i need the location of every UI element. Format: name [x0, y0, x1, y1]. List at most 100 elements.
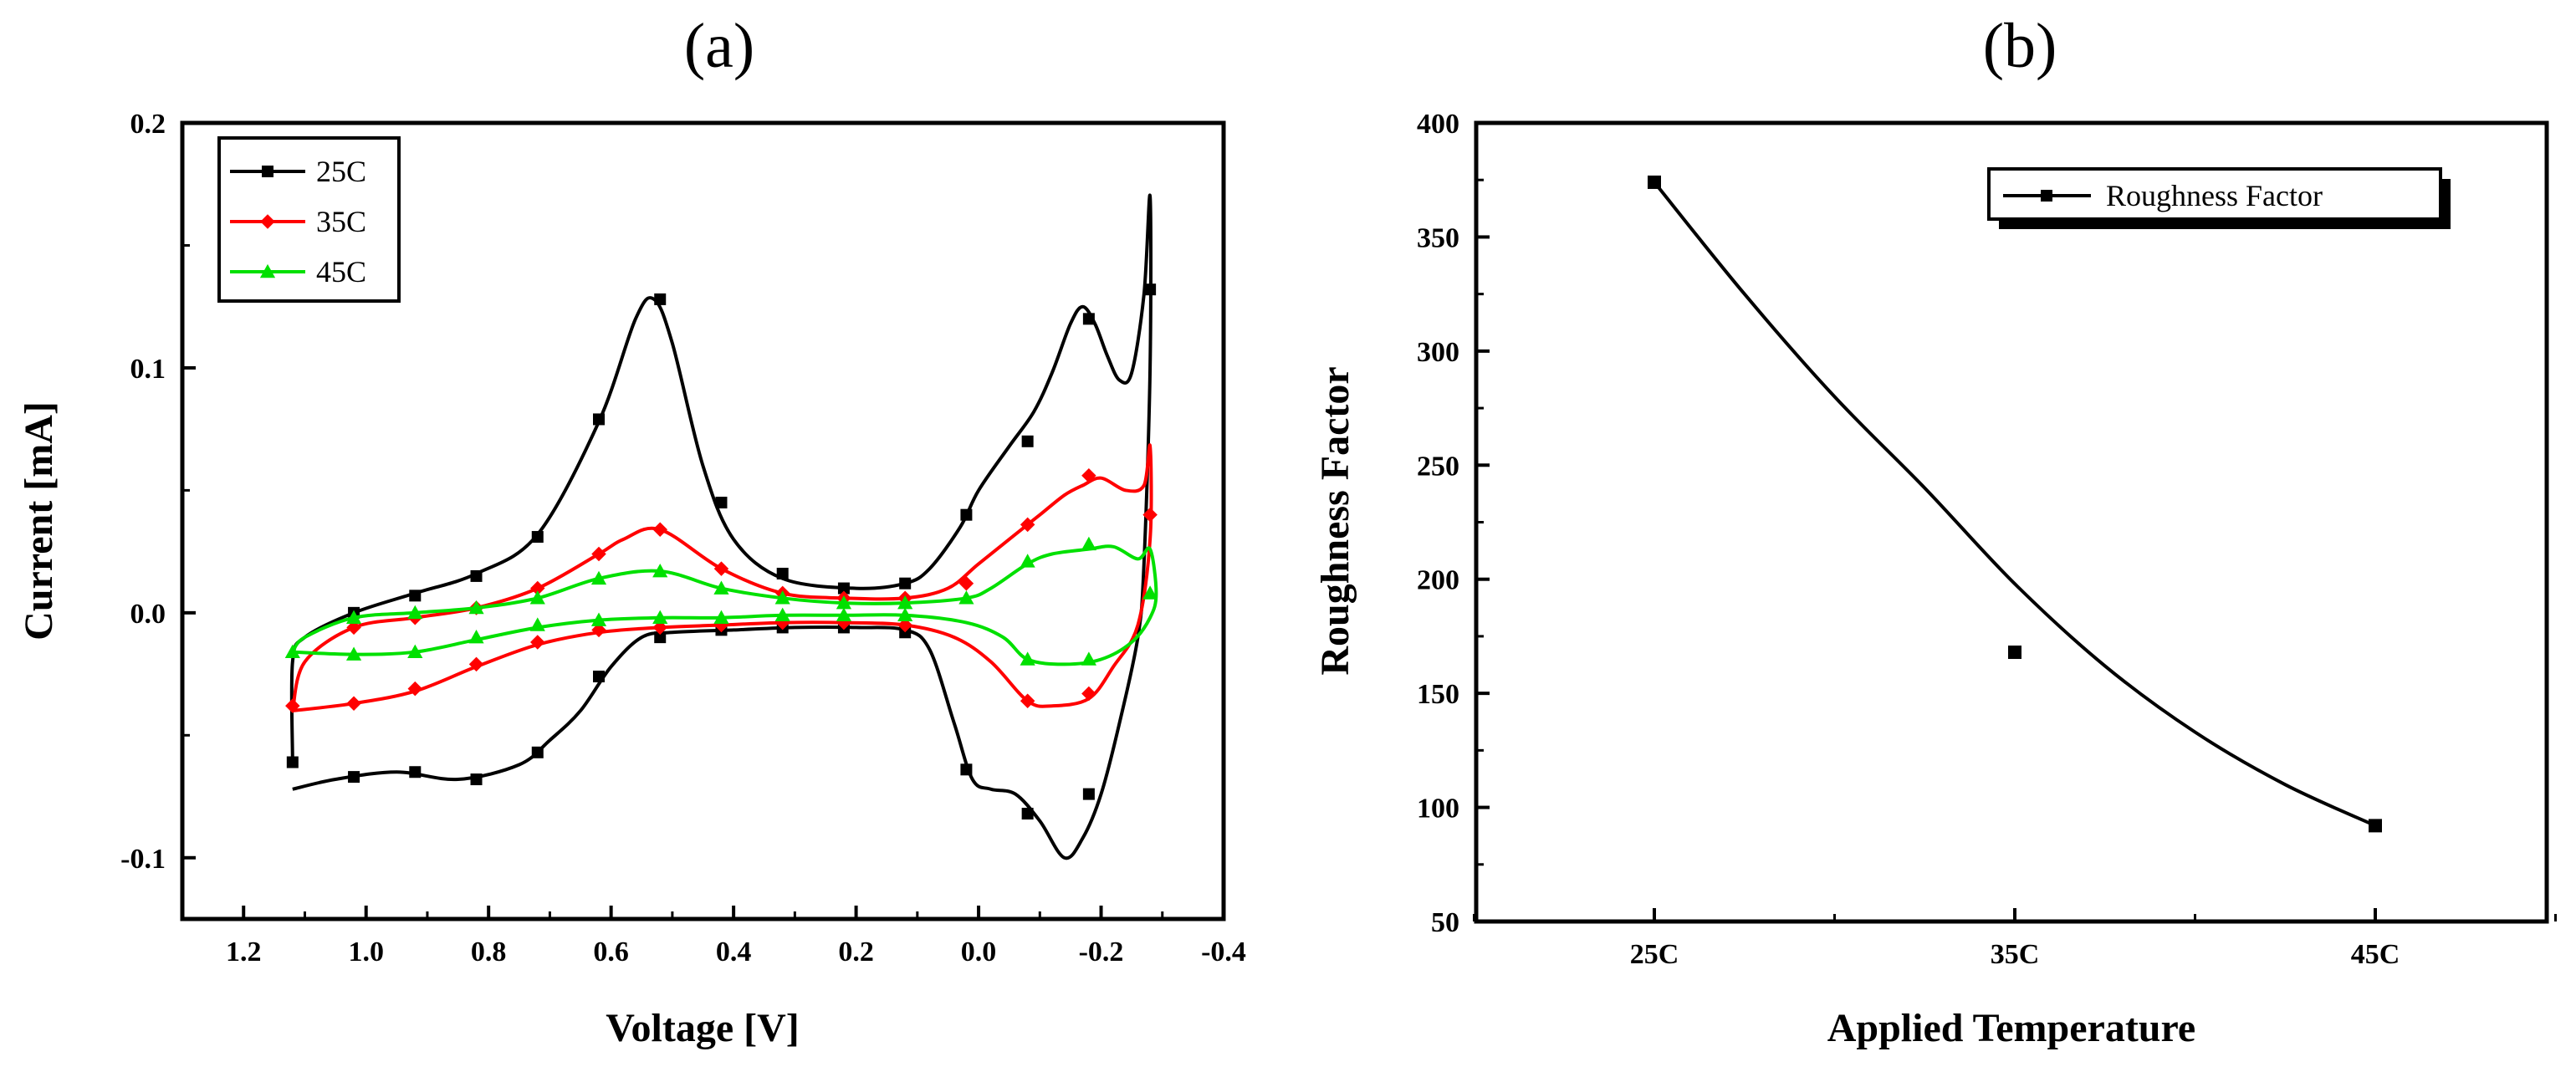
y-tick-label: 250 [1417, 451, 1459, 482]
panel-b-x-label: Applied Temperature [1827, 1006, 2195, 1050]
data-point-25C [960, 763, 973, 776]
panel-b-legend-box [1987, 167, 2442, 221]
panel-a-title: (a) [684, 11, 754, 81]
legend-label-35C: 35C [316, 205, 366, 238]
data-point-45C [713, 610, 729, 624]
y-tick-label: 150 [1417, 679, 1459, 710]
data-point-35C [2008, 646, 2021, 660]
data-point-45C [468, 630, 484, 644]
data-point-35C [1081, 686, 1096, 702]
data-point-45C [345, 610, 362, 624]
y-tick-label: 400 [1417, 109, 1459, 140]
data-point-45C [958, 590, 974, 605]
legend-marker [2041, 190, 2052, 202]
data-point-45C [468, 600, 484, 615]
legend-marker-25C [262, 166, 273, 177]
data-point-25C [1021, 435, 1034, 447]
data-point-25C [348, 771, 360, 784]
data-point-25C [654, 293, 667, 305]
data-point-45C [1020, 554, 1035, 568]
series-line-35C [290, 443, 1153, 712]
data-point-35C [468, 656, 484, 672]
data-point-45C [652, 563, 668, 578]
x-tick-label: -0.2 [1079, 937, 1124, 967]
x-tick-label: 0.0 [961, 937, 997, 967]
y-tick-label: 0.0 [130, 599, 166, 630]
panel-b-series-group [1648, 175, 2382, 833]
data-point-25C [1082, 313, 1095, 325]
data-point-35C [1142, 507, 1158, 523]
panel-a-series-group [284, 193, 1158, 860]
data-point-35C [958, 575, 974, 591]
data-point-45C [590, 612, 607, 626]
data-point-45C [529, 590, 545, 605]
data-point-45C [2369, 819, 2382, 833]
data-point-45C [284, 644, 300, 658]
data-point-35C [285, 698, 300, 713]
data-point-45C [407, 644, 423, 658]
data-point-25C [593, 413, 605, 426]
data-point-25C [593, 671, 605, 683]
data-point-45C [1081, 536, 1096, 551]
legend-marker-45C [259, 263, 276, 278]
x-tick-label: 0.8 [471, 937, 507, 967]
panel-a-y-axis: -0.1 0.0 0.1 0.2 [120, 109, 196, 875]
data-point-25C [409, 590, 422, 602]
y-tick-label: 350 [1417, 222, 1459, 253]
panel-b-legend: Roughness Factor [1987, 167, 2451, 229]
data-point-25C [531, 531, 544, 544]
data-point-45C [1142, 585, 1158, 600]
x-tick-label: 1.2 [226, 937, 262, 967]
data-point-35C [346, 696, 361, 711]
data-point-35C [530, 580, 545, 596]
y-tick-label: -0.1 [120, 844, 166, 875]
data-point-45C [345, 646, 362, 661]
data-point-45C [1020, 651, 1035, 666]
series-line-25C [289, 193, 1153, 860]
data-point-35C [652, 620, 667, 636]
data-point-35C [1020, 517, 1035, 533]
data-point-45C [590, 570, 607, 585]
data-point-45C [774, 590, 790, 605]
data-point-25C [960, 508, 973, 521]
data-point-25C [1648, 175, 1661, 189]
data-point-25C [776, 567, 789, 579]
data-point-35C [591, 546, 606, 562]
y-tick-label: 200 [1417, 565, 1459, 596]
y-tick-label: 300 [1417, 337, 1459, 368]
data-point-45C [836, 595, 852, 610]
fit-curve-roughness-factor [1653, 181, 2376, 828]
legend-label: Roughness Factor [2106, 179, 2323, 212]
x-tick-label: 0.4 [716, 937, 752, 967]
data-point-25C [1021, 808, 1034, 820]
y-tick-label: 50 [1431, 907, 1459, 938]
panel-a-legend: 25C 35C 45C [217, 136, 401, 303]
legend-label-45C: 45C [316, 255, 366, 288]
panel-b-plot: 25C 35C 45C 50 100 150 200 250 300 350 400 Roughn… [1313, 109, 2557, 1050]
data-point-45C [836, 607, 852, 622]
data-point-25C [470, 569, 483, 582]
x-tick-label: 25C [1630, 939, 1679, 970]
data-point-45C [529, 617, 545, 631]
x-tick-label: 0.2 [838, 937, 874, 967]
data-point-35C [407, 681, 423, 697]
legend-marker-35C [260, 214, 275, 229]
y-tick-label: 0.2 [130, 109, 166, 140]
data-point-35C [1081, 468, 1096, 483]
data-point-25C [409, 766, 422, 778]
data-point-25C [531, 746, 544, 758]
data-point-25C [899, 577, 912, 590]
panel-b-x-axis: 25C 35C 45C [1473, 908, 2557, 970]
data-point-25C [899, 626, 912, 639]
panel-a-x-axis: 1.2 1.0 0.8 0.6 0.4 0.2 0.0 -0.2 -0.4 [226, 906, 1246, 967]
data-point-25C [286, 756, 299, 768]
data-point-45C [407, 605, 423, 620]
x-tick-label: 45C [2351, 939, 2400, 970]
x-tick-label: 0.6 [593, 937, 629, 967]
panel-a-x-label: Voltage [V] [606, 1006, 800, 1050]
data-point-45C [713, 580, 729, 595]
data-point-35C [1020, 693, 1035, 709]
data-point-35C [652, 522, 667, 538]
panel-a-y-label: Current [mA] [17, 401, 61, 641]
